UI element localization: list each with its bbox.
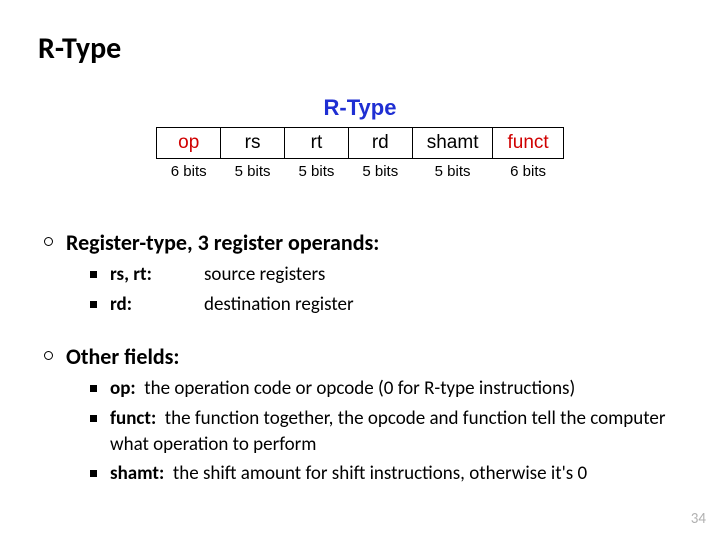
format-diagram: R-Type op rs rt rd shamt funct 6 bits 5 … bbox=[38, 95, 682, 189]
definition: destination register bbox=[204, 292, 354, 318]
field-table: op rs rt rd shamt funct 6 bits 5 bits 5 … bbox=[156, 127, 563, 184]
section-heading: Register-type, 3 register operands: bbox=[38, 229, 682, 256]
bullet-list: Register-type, 3 register operands: rs, … bbox=[38, 229, 682, 487]
diagram-title: R-Type bbox=[38, 95, 682, 121]
list-item: op: the operation code or opcode (0 for … bbox=[38, 376, 682, 402]
definition: source registers bbox=[204, 262, 325, 288]
field-name: shamt bbox=[412, 128, 493, 159]
field-bits: 5 bits bbox=[412, 159, 493, 185]
term: rs, rt: bbox=[110, 262, 180, 288]
page-number: 34 bbox=[691, 510, 706, 528]
field-name: op bbox=[157, 128, 221, 159]
field-names-row: op rs rt rd shamt funct bbox=[157, 128, 563, 159]
list-item: rs, rt: source registers bbox=[38, 262, 682, 288]
list-item: shamt: the shift amount for shift instru… bbox=[38, 461, 682, 487]
field-bits: 5 bits bbox=[221, 159, 285, 185]
list-item: rd: destination register bbox=[38, 292, 682, 318]
term: op: bbox=[110, 377, 136, 400]
section-heading: Other fields: bbox=[38, 343, 682, 370]
definition-text: the shift amount for shift instructions,… bbox=[173, 462, 587, 485]
field-bits: 6 bits bbox=[493, 159, 563, 185]
slide-title: R-Type bbox=[38, 30, 682, 67]
term: shamt: bbox=[110, 462, 164, 485]
field-name: funct bbox=[493, 128, 563, 159]
slide: R-Type R-Type op rs rt rd shamt funct 6 … bbox=[0, 0, 720, 540]
field-bits: 6 bits bbox=[157, 159, 221, 185]
term: funct: bbox=[110, 407, 156, 430]
field-name: rt bbox=[285, 128, 349, 159]
term: rd: bbox=[110, 292, 180, 318]
field-name: rs bbox=[221, 128, 285, 159]
definition-text: the operation code or opcode (0 for R-ty… bbox=[144, 377, 575, 400]
field-name: rd bbox=[348, 128, 412, 159]
definition-text: the function together, the opcode and fu… bbox=[110, 407, 666, 456]
field-bits-row: 6 bits 5 bits 5 bits 5 bits 5 bits 6 bit… bbox=[157, 159, 563, 185]
field-bits: 5 bits bbox=[285, 159, 349, 185]
field-bits: 5 bits bbox=[348, 159, 412, 185]
list-item: funct: the function together, the opcode… bbox=[38, 406, 682, 457]
